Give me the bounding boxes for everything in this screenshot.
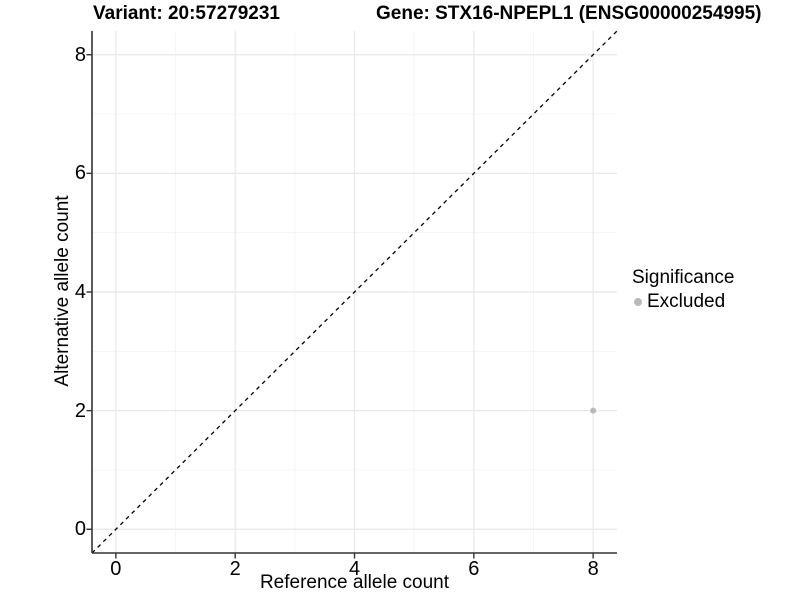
x-tick-label: 2 [229,558,241,580]
gene-title: Gene: STX16-NPEPL1 (ENSG00000254995) [376,3,762,24]
x-tick-label: 6 [468,558,480,580]
legend-item-excluded: Excluded [632,290,734,313]
identity-line [91,30,618,554]
variant-title: Variant: 20:57279231 [93,3,280,24]
y-axis-title: Alternative allele count [52,195,73,387]
x-axis-title: Reference allele count [259,572,450,593]
y-tick-label: 6 [74,162,86,185]
data-point [590,407,597,414]
y-tick-label: 4 [74,281,86,303]
legend-item-label: Excluded [647,291,726,312]
x-tick-label: 8 [587,558,599,580]
dot-icon [634,297,642,306]
y-tick-label: 2 [74,399,86,422]
x-tick-label: 0 [110,558,122,580]
y-tick-label: 0 [74,518,86,541]
legend: Significance Excluded [632,266,734,313]
x-tick-label: 4 [348,558,361,580]
y-tick-label: 8 [74,43,86,66]
legend-title: Significance [632,267,735,288]
